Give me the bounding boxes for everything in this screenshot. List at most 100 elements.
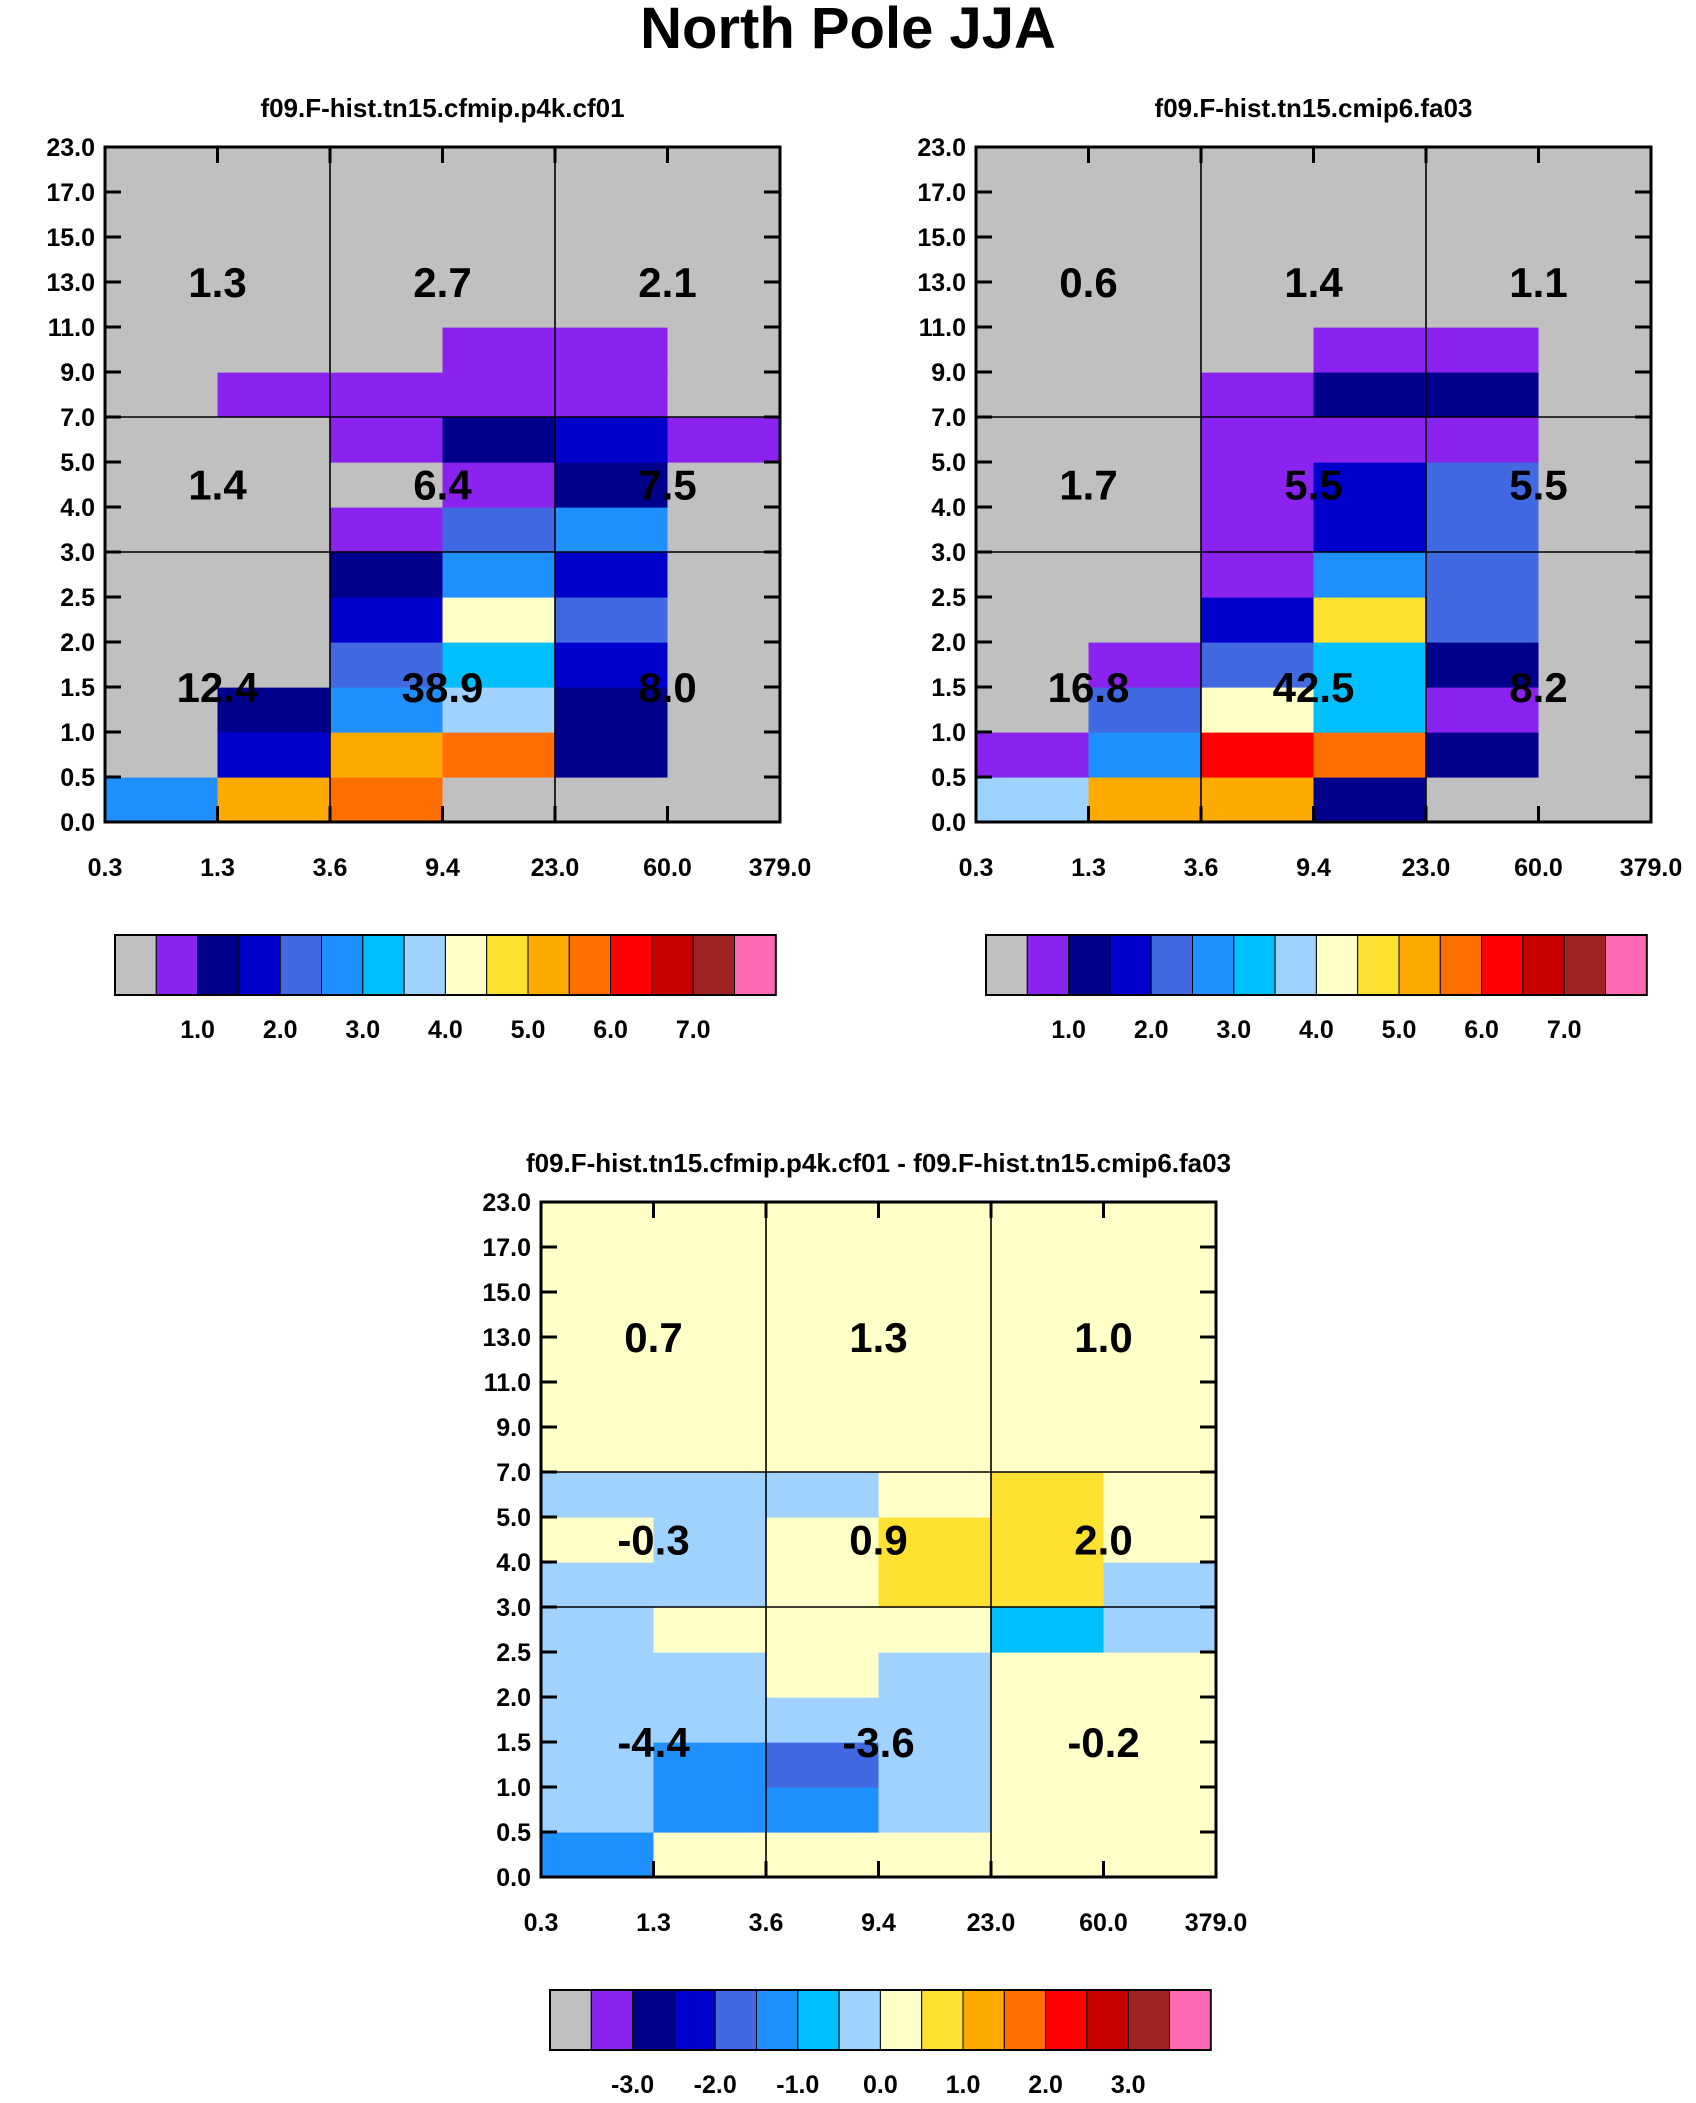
heatmap-cell — [991, 1202, 1105, 1248]
heatmap-cell — [1313, 552, 1427, 598]
heatmap-cell — [555, 552, 669, 598]
heatmap-cell — [1426, 642, 1540, 688]
heatmap-cell — [1201, 462, 1315, 508]
heatmap-cell — [1201, 597, 1315, 643]
colorbar-box — [362, 934, 405, 996]
heatmap-cell — [330, 327, 444, 373]
colorbar-box — [610, 934, 653, 996]
summary-value: 1.7 — [1059, 462, 1117, 509]
heatmap-cell — [766, 1517, 880, 1563]
colorbar-label: 2.0 — [1134, 1016, 1169, 1044]
heatmap-cell — [330, 282, 444, 328]
heatmap-cell — [1538, 552, 1652, 598]
heatmap-cell — [1201, 327, 1315, 373]
heatmap-cell — [330, 732, 444, 778]
heatmap-cell — [1088, 687, 1202, 733]
heatmap-cell — [991, 1607, 1105, 1653]
summary-value: 2.0 — [1074, 1517, 1132, 1564]
heatmap-cell — [105, 192, 219, 238]
heatmap-cell — [667, 507, 781, 553]
heatmap-cell — [555, 642, 669, 688]
y-tick-label: 2.5 — [931, 584, 966, 612]
y-tick-label: 0.0 — [931, 809, 966, 837]
summary-value: 2.7 — [413, 259, 471, 306]
heatmap-cell — [105, 597, 219, 643]
heatmap-cell — [1201, 777, 1315, 823]
heatmap-cell — [653, 1472, 767, 1518]
colorbar-label: 2.0 — [1028, 2071, 1063, 2099]
y-tick-label: 1.0 — [60, 719, 95, 747]
heatmap-cell — [1426, 507, 1540, 553]
colorbar-label: 0.0 — [863, 2071, 898, 2099]
heatmap-cell — [991, 1517, 1105, 1563]
heatmap-cell — [1103, 1382, 1217, 1428]
heatmap-cell — [976, 642, 1090, 688]
y-tick-label: 0.5 — [60, 764, 95, 792]
heatmap-cell — [1426, 732, 1540, 778]
heatmap-cell — [766, 1832, 880, 1878]
summary-value: -0.2 — [1067, 1719, 1139, 1766]
figure-title: North Pole JJA — [640, 0, 1056, 61]
panel-title: f09.F-hist.tn15.cfmip.p4k.cf01 - f09.F-h… — [526, 1148, 1231, 1178]
y-tick-label: 5.0 — [496, 1504, 531, 1532]
heatmap-cell — [878, 1562, 992, 1608]
heatmap-cell — [653, 1832, 767, 1878]
panel-title: f09.F-hist.tn15.cfmip.p4k.cf01 — [260, 93, 624, 123]
heatmap-cell — [1313, 777, 1427, 823]
heatmap-cell — [1313, 327, 1427, 373]
colorbar-label: 7.0 — [676, 1016, 711, 1044]
heatmap-cell — [1313, 372, 1427, 418]
heatmap-cell — [766, 1202, 880, 1248]
heatmap-cell — [1103, 1337, 1217, 1383]
heatmap-cell — [667, 327, 781, 373]
colorbar-label: 3.0 — [1216, 1016, 1251, 1044]
y-tick-label: 23.0 — [482, 1189, 531, 1217]
y-tick-label: 13.0 — [482, 1324, 531, 1352]
heatmap-cell — [541, 1337, 655, 1383]
heatmap-cell — [105, 777, 219, 823]
colorbar-box — [714, 1989, 758, 2051]
heatmap-cell — [1426, 237, 1540, 283]
heatmap-cell — [555, 282, 669, 328]
colorbar-box — [527, 934, 570, 996]
heatmap-cell — [766, 1337, 880, 1383]
x-tick-label: 379.0 — [1185, 1909, 1248, 1937]
heatmap-cell — [1426, 687, 1540, 733]
summary-value: 12.4 — [177, 664, 259, 711]
colorbar-label: 2.0 — [263, 1016, 298, 1044]
heatmap-cell — [1426, 552, 1540, 598]
heatmap-cell — [878, 1292, 992, 1338]
panel-left: f09.F-hist.tn15.cfmip.p4k.cf01 0.0 0.5 1.0 1… — [46, 93, 811, 1044]
heatmap-cell — [1538, 642, 1652, 688]
heatmap-cell — [991, 1292, 1105, 1338]
heatmap-cell — [442, 642, 556, 688]
summary-value: 5.5 — [1509, 462, 1567, 509]
heatmap-cell — [653, 1517, 767, 1563]
heatmap-cell — [1088, 147, 1202, 193]
heatmap-cell — [541, 1247, 655, 1293]
heatmap-cell — [878, 1472, 992, 1518]
colorbar-frame — [114, 934, 777, 996]
heatmap-cell — [878, 1832, 992, 1878]
heatmap-cell — [330, 777, 444, 823]
heatmap-cell — [1103, 1787, 1217, 1833]
heatmap-cell — [105, 417, 219, 463]
summary-value: 1.3 — [188, 259, 246, 306]
heatmap-cell — [653, 1427, 767, 1473]
heatmap-cell — [976, 777, 1090, 823]
y-tick-label: 9.0 — [496, 1414, 531, 1442]
heatmap-cell — [442, 597, 556, 643]
heatmap-cell — [1103, 1562, 1217, 1608]
heatmap-cell — [1201, 192, 1315, 238]
colorbar-box — [590, 1989, 634, 2051]
heatmap-cell — [766, 1472, 880, 1518]
heatmap-cell — [1103, 1652, 1217, 1698]
heatmap-cell — [1103, 1427, 1217, 1473]
colorbar-label: -1.0 — [776, 2071, 819, 2099]
heatmap-cell — [541, 1292, 655, 1338]
heatmap-cell — [991, 1247, 1105, 1293]
heatmap-cell — [105, 462, 219, 508]
y-tick-label: 0.5 — [931, 764, 966, 792]
heatmap-cell — [442, 687, 556, 733]
